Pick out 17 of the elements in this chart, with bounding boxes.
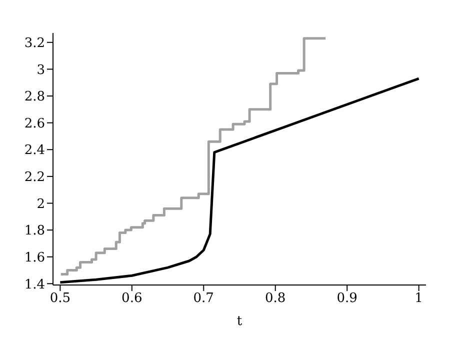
- y-tick-label: 1.4: [24, 277, 45, 292]
- y-tick-label: 2.4: [24, 143, 45, 158]
- x-axis-title: t: [236, 314, 243, 329]
- y-tick-label: 2: [36, 196, 45, 212]
- y-tick-label: 1.6: [24, 250, 45, 266]
- y-tick-label: 3: [36, 62, 45, 78]
- x-tick-label: 1: [414, 291, 423, 306]
- y-tick-label: 2.2: [24, 170, 45, 186]
- y-tick-label: 2.8: [24, 90, 45, 105]
- x-tick-label: 0.6: [122, 291, 142, 306]
- y-tick-label: 3.2: [24, 36, 45, 51]
- y-tick-label: 1.8: [24, 224, 45, 239]
- x-tick-label: 0.9: [336, 291, 358, 306]
- x-tick-label: 0.8: [265, 291, 286, 306]
- y-tick-label: 2.6: [24, 116, 45, 132]
- x-tick-label: 0.5: [50, 291, 71, 306]
- x-tick-label: 0.7: [193, 291, 214, 306]
